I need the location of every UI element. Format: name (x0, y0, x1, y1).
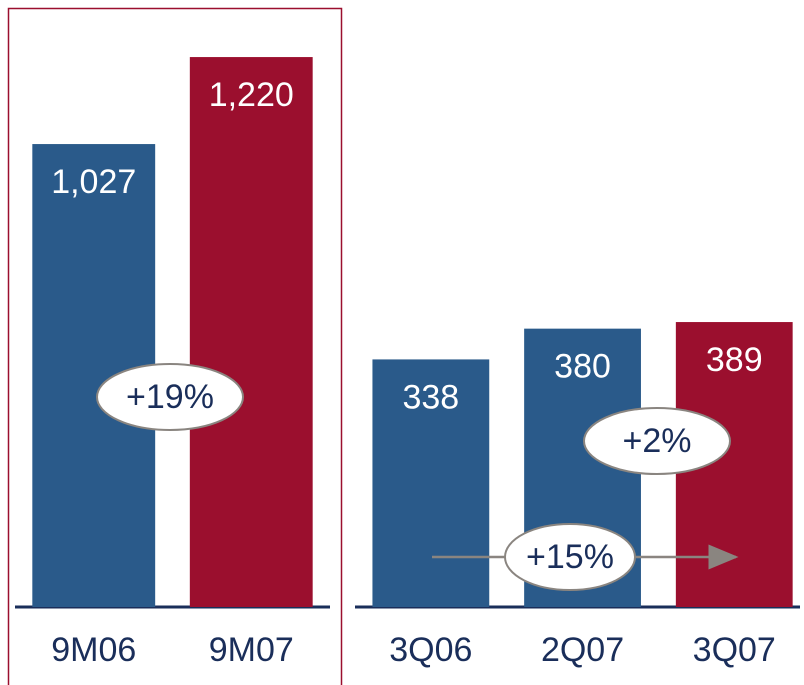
x-tick-label: 9M07 (209, 631, 294, 669)
value-label: 1,220 (209, 76, 294, 114)
annotation-bubble (96, 363, 244, 431)
annotation: +2% (623, 422, 692, 460)
x-tick-label: 2Q07 (541, 631, 624, 669)
annotation-bubble (583, 407, 731, 475)
annotation-bubble (504, 523, 636, 591)
value-label: 389 (706, 341, 763, 379)
x-tick-label: 9M06 (51, 631, 136, 669)
bar (189, 57, 313, 608)
panel-frame (7, 7, 343, 685)
annotation: +15% (526, 538, 614, 576)
value-label: 338 (402, 378, 459, 416)
value-label: 1,027 (51, 163, 136, 201)
x-tick-label: 3Q06 (389, 631, 472, 669)
x-tick-label: 3Q07 (693, 631, 776, 669)
annotation: +19% (126, 378, 214, 416)
value-label: 380 (554, 348, 611, 386)
bar (372, 359, 490, 607)
